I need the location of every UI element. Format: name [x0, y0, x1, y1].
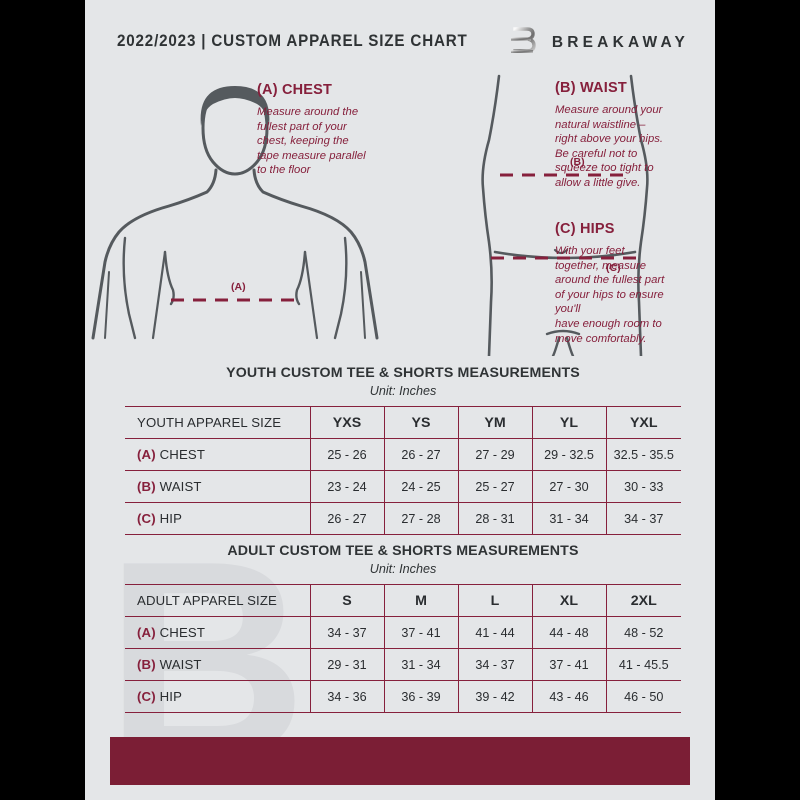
adult-size-col-1: M: [384, 584, 459, 617]
youth-size-col-2: YM: [458, 406, 533, 439]
adult-size-col-2: L: [458, 584, 533, 617]
adult-hip-m: 36 - 39: [384, 680, 459, 713]
table-row: (C) HIP 34 - 36 36 - 39 39 - 42 43 - 46 …: [125, 680, 681, 713]
adult-waist-xl: 37 - 41: [532, 648, 607, 681]
adult-size-col-4: 2XL: [606, 584, 681, 617]
adult-chest-xl: 44 - 48: [532, 616, 607, 649]
youth-chest-ys: 26 - 27: [384, 438, 459, 471]
adult-chest-s: 34 - 37: [310, 616, 385, 649]
adult-size-table: ADULT APPAREL SIZE S M L XL 2XL (A) CHES…: [125, 584, 681, 713]
adult-hip-s: 34 - 36: [310, 680, 385, 713]
chest-marker-label: (A): [231, 281, 246, 293]
youth-size-table-block: YOUTH CUSTOM TEE & SHORTS MEASUREMENTS U…: [125, 365, 681, 535]
row-label: CHEST: [159, 625, 206, 640]
callout-chest: (A) CHEST Measure around the fullest par…: [257, 82, 407, 178]
adult-hip-xl: 43 - 46: [532, 680, 607, 713]
table-row: (A) CHEST 25 - 26 26 - 27 27 - 29 29 - 3…: [125, 438, 681, 471]
adult-chest-l: 41 - 44: [458, 616, 533, 649]
callout-hips-body: With your feet together, measure around …: [555, 245, 665, 345]
row-tag: (C): [137, 511, 156, 526]
adult-chest-2xl: 48 - 52: [606, 616, 681, 649]
adult-chest-m: 37 - 41: [384, 616, 459, 649]
adult-header-label: ADULT APPAREL SIZE: [125, 584, 311, 617]
adult-waist-l: 34 - 37: [458, 648, 533, 681]
table-row: (A) CHEST 34 - 37 37 - 41 41 - 44 44 - 4…: [125, 616, 681, 649]
youth-row-label-waist: (B) WAIST: [125, 470, 311, 503]
youth-chest-yxs: 25 - 26: [310, 438, 385, 471]
male-hips-front-outline: [481, 74, 649, 356]
footer-bar: [110, 737, 690, 785]
table-header-row: YOUTH APPAREL SIZE YXS YS YM YL YXL: [125, 406, 681, 439]
size-chart-page: B 2022/2023 | CUSTOM APPAREL SIZE CHART …: [85, 0, 715, 800]
youth-hip-yxs: 26 - 27: [310, 502, 385, 535]
callout-hips: (C) HIPS With your feet together, measur…: [555, 221, 700, 346]
table-header-row: ADULT APPAREL SIZE S M L XL 2XL: [125, 584, 681, 617]
callout-chest-body: Measure around the fullest part of your …: [257, 106, 366, 177]
youth-waist-yxl: 30 - 33: [606, 470, 681, 503]
youth-waist-ys: 24 - 25: [384, 470, 459, 503]
youth-hip-ys: 27 - 28: [384, 502, 459, 535]
adult-hip-l: 39 - 42: [458, 680, 533, 713]
youth-waist-yxs: 23 - 24: [310, 470, 385, 503]
adult-size-col-3: XL: [532, 584, 607, 617]
adult-table-unit: Unit: Inches: [369, 562, 437, 576]
callout-chest-title: (A) CHEST: [257, 82, 333, 98]
youth-size-col-0: YXS: [310, 406, 385, 439]
row-tag: (B): [137, 657, 156, 672]
brand-logo: BREAKAWAY: [508, 26, 689, 60]
table-row: (B) WAIST 29 - 31 31 - 34 34 - 37 37 - 4…: [125, 648, 681, 681]
row-label: WAIST: [159, 479, 202, 494]
waist-marker-label: (B): [570, 156, 585, 168]
youth-size-table: YOUTH APPAREL SIZE YXS YS YM YL YXL (A) …: [125, 406, 681, 535]
page-title: 2022/2023 | CUSTOM APPAREL SIZE CHART: [117, 32, 468, 50]
page-header: 2022/2023 | CUSTOM APPAREL SIZE CHART BR…: [85, 26, 715, 66]
callout-waist: (B) WAIST Measure around your natural wa…: [555, 80, 700, 191]
adult-row-label-chest: (A) CHEST: [125, 616, 311, 649]
adult-hip-2xl: 46 - 50: [606, 680, 681, 713]
youth-hip-yxl: 34 - 37: [606, 502, 681, 535]
youth-row-label-chest: (A) CHEST: [125, 438, 311, 471]
youth-chest-yl: 29 - 32.5: [532, 438, 607, 471]
callout-waist-title: (B) WAIST: [555, 80, 627, 96]
row-tag: (A): [137, 447, 156, 462]
brand-wordmark: BREAKAWAY: [551, 34, 689, 51]
table-row: (B) WAIST 23 - 24 24 - 25 25 - 27 27 - 3…: [125, 470, 681, 503]
adult-size-table-block: ADULT CUSTOM TEE & SHORTS MEASUREMENTS U…: [125, 543, 681, 713]
youth-header-label: YOUTH APPAREL SIZE: [125, 406, 311, 439]
youth-row-label-hip: (C) HIP: [125, 502, 311, 535]
hips-marker-label: (C): [606, 262, 621, 274]
measurement-illustration: (A) (B) (C) (A) CHEST Measure around the…: [85, 66, 715, 356]
body-figures-svg: [91, 74, 649, 356]
youth-chest-yxl: 32.5 - 35.5: [606, 438, 681, 471]
youth-size-col-4: YXL: [606, 406, 681, 439]
breakaway-b-monogram-icon: [510, 27, 536, 53]
row-tag: (B): [137, 479, 156, 494]
youth-waist-ym: 25 - 27: [458, 470, 533, 503]
youth-waist-yl: 27 - 30: [532, 470, 607, 503]
adult-waist-2xl: 41 - 45.5: [606, 648, 681, 681]
row-label: HIP: [159, 689, 183, 704]
adult-waist-m: 31 - 34: [384, 648, 459, 681]
row-label: WAIST: [159, 657, 202, 672]
youth-hip-ym: 28 - 31: [458, 502, 533, 535]
youth-size-col-3: YL: [532, 406, 607, 439]
row-label: CHEST: [159, 447, 206, 462]
adult-row-label-waist: (B) WAIST: [125, 648, 311, 681]
callout-waist-body: Measure around your natural waistline – …: [555, 104, 664, 189]
male-torso-front-outline: [91, 86, 379, 340]
adult-waist-s: 29 - 31: [310, 648, 385, 681]
row-tag: (C): [137, 689, 156, 704]
youth-hip-yl: 31 - 34: [532, 502, 607, 535]
callout-hips-title: (C) HIPS: [555, 221, 615, 237]
adult-size-col-0: S: [310, 584, 385, 617]
table-row: (C) HIP 26 - 27 27 - 28 28 - 31 31 - 34 …: [125, 502, 681, 535]
row-label: HIP: [159, 511, 183, 526]
adult-table-title: ADULT CUSTOM TEE & SHORTS MEASUREMENTS: [227, 543, 579, 559]
youth-table-unit: Unit: Inches: [369, 384, 437, 398]
youth-chest-ym: 27 - 29: [458, 438, 533, 471]
youth-size-col-1: YS: [384, 406, 459, 439]
row-tag: (A): [137, 625, 156, 640]
youth-table-title: YOUTH CUSTOM TEE & SHORTS MEASUREMENTS: [226, 365, 580, 381]
adult-row-label-hip: (C) HIP: [125, 680, 311, 713]
